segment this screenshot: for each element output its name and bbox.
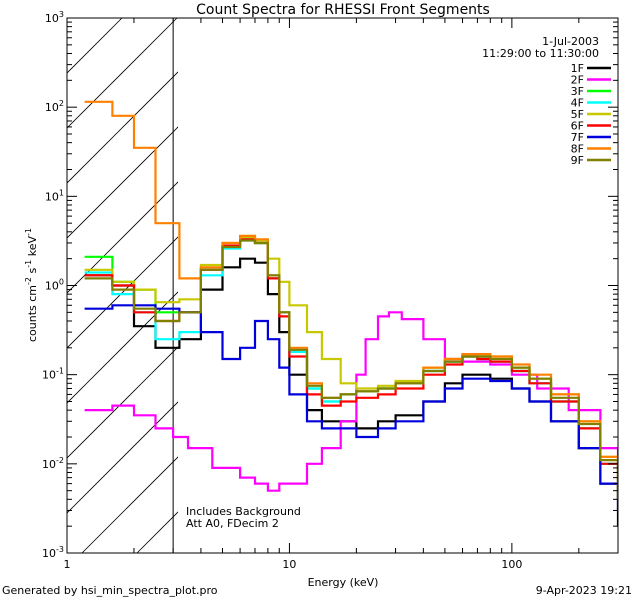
legend-label: 7F [571, 131, 584, 144]
hatch-line [67, 126, 178, 239]
hatch-line [67, 401, 178, 514]
series-line-1f [84, 257, 618, 527]
y-tick-label: 10-1 [42, 367, 64, 382]
y-axis-ticks: 10-3 10-2 10-1 100 101 102 103 [42, 10, 618, 560]
legend-label: 3F [571, 85, 584, 98]
y-tick-label: 100 [45, 278, 64, 293]
time-range-annotation: 11:29:00 to 11:30:00 [482, 47, 599, 60]
x-tick-label: 10 [282, 558, 296, 571]
legend-label: 4F [571, 97, 584, 110]
legend-label: 6F [571, 120, 584, 133]
y-axis-label: counts cm-2 s-1 keV-1 [24, 228, 39, 342]
footer-generated-by: Generated by hsi_min_spectra_plot.pro [2, 584, 218, 597]
series-line-2f [84, 311, 618, 492]
y-tick-label: 10-3 [42, 545, 64, 560]
series-line-4f [84, 239, 618, 500]
date-annotation: 1-Jul-2003 [542, 35, 599, 48]
hatch-line [67, 18, 178, 129]
series-line-9f [84, 239, 618, 500]
background-note: Includes Background [186, 505, 301, 518]
x-tick-label: 1 [64, 558, 71, 571]
legend-label: 9F [571, 154, 584, 167]
footer-timestamp: 9-Apr-2023 19:21 [536, 584, 632, 597]
y-tick-label: 103 [45, 10, 64, 25]
series-line-8f [84, 100, 618, 491]
series-line-7f [84, 304, 618, 511]
hatch-line [136, 511, 178, 553]
chart-title: Count Spectra for RHESSI Front Segments [196, 2, 490, 18]
series-line-6f [84, 238, 618, 500]
legend-label: 5F [571, 108, 584, 121]
y-tick-label: 101 [45, 188, 64, 203]
series-layer [84, 100, 618, 527]
hatched-region [67, 18, 178, 553]
series-line-3f [84, 238, 618, 500]
x-tick-label: 100 [501, 558, 522, 571]
legend-label: 2F [571, 74, 584, 87]
legend-label: 1F [571, 62, 584, 75]
legend-label: 8F [571, 143, 584, 156]
hatch-line [81, 456, 178, 553]
y-tick-label: 102 [45, 99, 64, 114]
attenuator-note: Att A0, FDecim 2 [186, 517, 279, 530]
y-tick-label: 10-2 [42, 456, 64, 471]
series-line-5f [84, 235, 618, 491]
x-axis-label: Energy (keV) [308, 576, 379, 589]
plot-frame [66, 17, 619, 554]
hatch-line [67, 71, 178, 184]
